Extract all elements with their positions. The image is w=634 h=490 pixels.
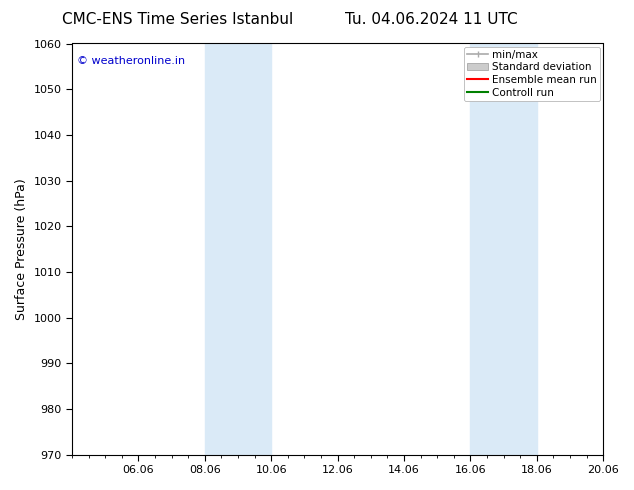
Bar	[470, 44, 537, 455]
Legend: min/max, Standard deviation, Ensemble mean run, Controll run: min/max, Standard deviation, Ensemble me…	[464, 47, 600, 100]
Text: CMC-ENS Time Series Istanbul: CMC-ENS Time Series Istanbul	[62, 12, 293, 27]
Text: © weatheronline.in: © weatheronline.in	[77, 56, 186, 66]
Bar	[205, 44, 271, 455]
Text: Tu. 04.06.2024 11 UTC: Tu. 04.06.2024 11 UTC	[345, 12, 517, 27]
Y-axis label: Surface Pressure (hPa): Surface Pressure (hPa)	[15, 178, 28, 320]
